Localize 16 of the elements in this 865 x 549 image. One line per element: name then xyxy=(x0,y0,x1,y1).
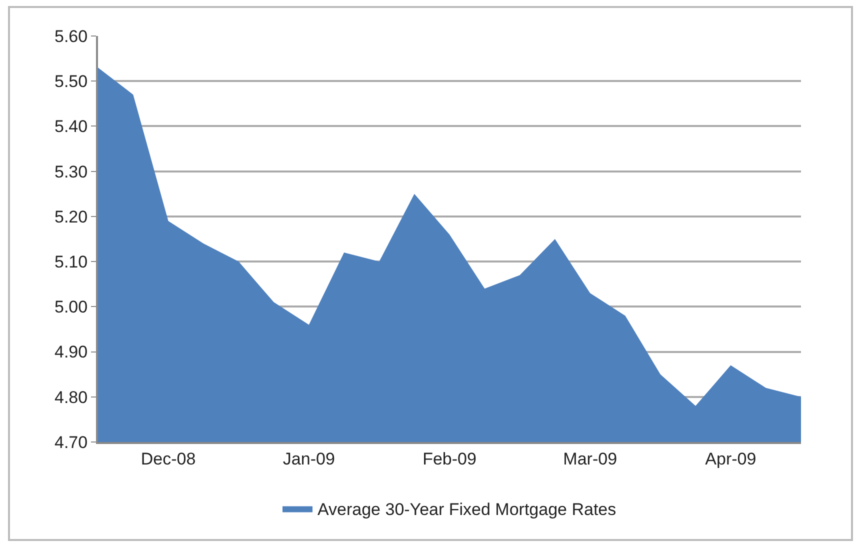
x-tick-label: Dec-08 xyxy=(140,449,196,468)
y-tick-label: 5.60 xyxy=(54,26,88,46)
y-tick-label: 5.40 xyxy=(54,117,88,136)
x-tick-label: Jan-09 xyxy=(282,449,335,468)
y-tick-label: 5.00 xyxy=(54,298,88,317)
y-tick-label: 5.50 xyxy=(54,72,88,92)
y-tick-label: 5.10 xyxy=(54,252,88,272)
y-tick-label: 5.30 xyxy=(54,162,88,182)
x-tick-label: Feb-09 xyxy=(422,449,476,468)
y-tick-label: 4.70 xyxy=(54,432,88,452)
y-tick-label: 5.20 xyxy=(54,207,88,226)
legend-label: Average 30-Year Fixed Mortgage Rates xyxy=(318,500,616,519)
x-tick-label: Mar-09 xyxy=(563,449,618,468)
y-tick-label: 4.90 xyxy=(54,342,88,362)
x-tick-label: Apr-09 xyxy=(705,449,756,468)
y-tick-label: 4.80 xyxy=(54,388,88,407)
